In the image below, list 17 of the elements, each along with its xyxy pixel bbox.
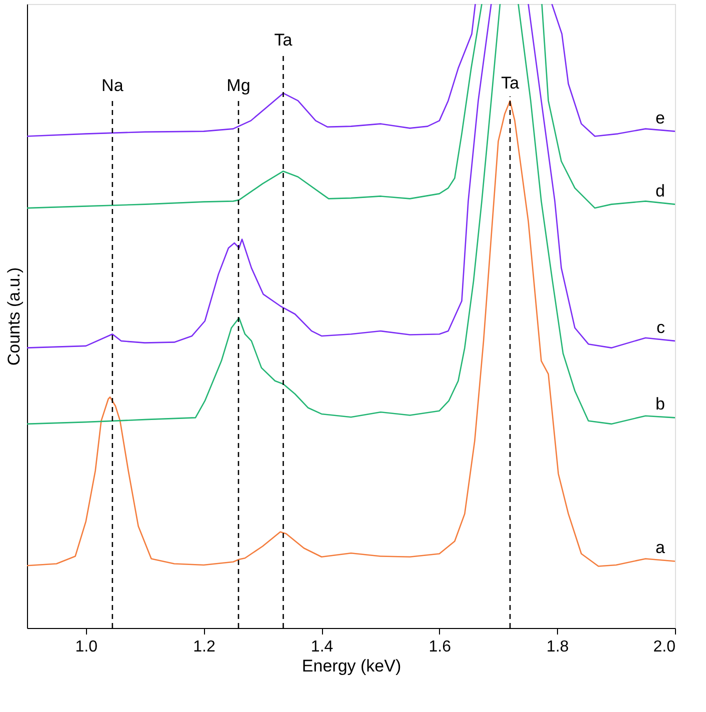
series-label: a (656, 538, 666, 558)
x-tick-label: 1.2 (193, 638, 216, 656)
x-tick-label: 1.4 (310, 638, 334, 656)
x-axis-title: Energy (keV) (302, 656, 402, 676)
x-tick-label: 1.8 (546, 638, 569, 656)
annotation: Mg (226, 76, 250, 95)
y-axis-title: Counts (a.u.) (4, 267, 24, 366)
annotation: Ta (501, 73, 520, 92)
series-label: b (656, 394, 665, 414)
x-tick-label: 2.0 (653, 638, 676, 656)
series-label: c (656, 318, 666, 337)
x-tick-label: 1.6 (428, 638, 452, 656)
annotation: Na (102, 76, 124, 95)
series-label: e (656, 108, 665, 128)
annotation: Ta (274, 30, 293, 50)
series-label: d (656, 181, 665, 200)
x-tick-label: 1.0 (75, 638, 98, 656)
